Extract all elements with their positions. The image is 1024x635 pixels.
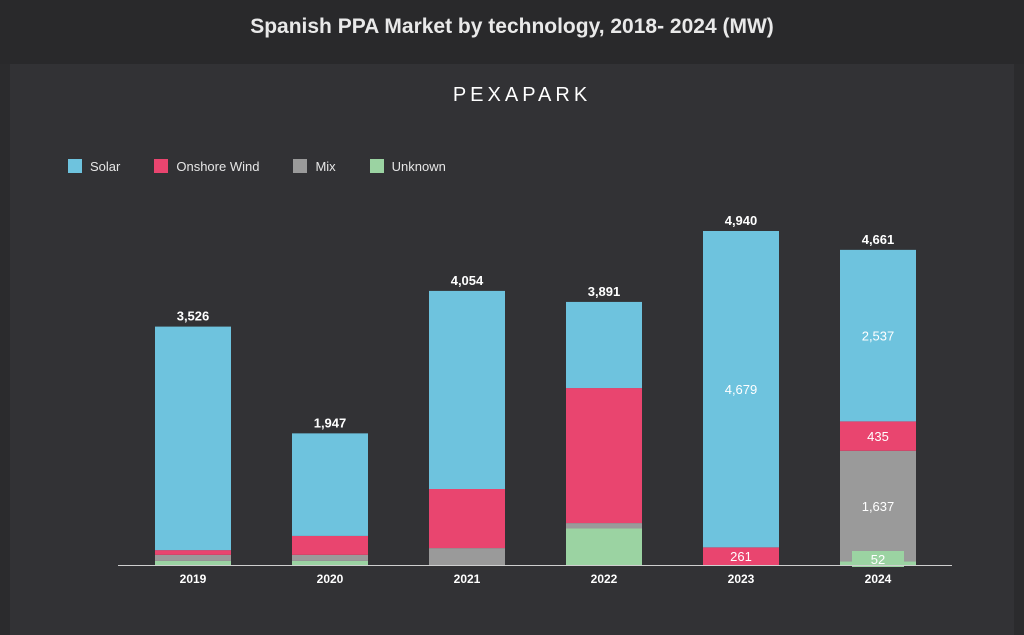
segment-label-mix-2024: 1,637: [862, 499, 895, 514]
legend-label-onshore-wind: Onshore Wind: [176, 158, 260, 174]
segment-label-solar-2024: 2,537: [862, 329, 895, 344]
bar-segment-solar-2021: [429, 290, 505, 490]
x-tick-label-2022: 2022: [591, 572, 618, 586]
bar-segment-mix-2024: [840, 450, 916, 562]
total-label-2023: 4,940: [725, 213, 758, 228]
x-tick-label-2020: 2020: [317, 572, 344, 586]
legend-item-solar: Solar: [68, 159, 120, 174]
legend-item-unknown: Unknown: [369, 158, 446, 174]
bar-segment-onshore-wind-2019: [155, 550, 231, 555]
legend-label-solar: Solar: [90, 158, 121, 174]
bar-segment-mix-2019: [155, 554, 231, 561]
total-label-2022: 3,891: [588, 284, 621, 299]
bar-segment-mix-2020: [292, 554, 368, 561]
x-tick-label-2021: 2021: [454, 572, 481, 586]
bar-segment-onshore-wind-2022: [566, 388, 642, 524]
total-label-2021: 4,054: [451, 273, 484, 288]
brand-logo: PEXAPARK: [452, 84, 592, 106]
header: Spanish PPA Market by technology, 2018- …: [0, 0, 1024, 64]
legend-item-onshore-wind: Onshore Wind: [154, 159, 259, 174]
bar-segment-unknown-2019: [155, 560, 231, 565]
total-label-2020: 1,947: [314, 415, 347, 430]
segment-label-onshore-wind-2024: 435: [867, 429, 889, 444]
bar-segment-mix-2022: [566, 523, 642, 529]
bar-segment-onshore-wind-2021: [429, 489, 505, 549]
bar-segment-onshore-wind-2024: [840, 421, 916, 451]
legend-label-mix: Mix: [315, 158, 336, 174]
bar-segment-solar-2019: [155, 326, 231, 551]
bar-segment-unknown-2020: [292, 560, 368, 565]
legend-swatch-mix: [293, 159, 308, 173]
x-tick-label-2024: 2024: [865, 572, 892, 586]
bar-segment-solar-2020: [292, 433, 368, 536]
x-tick-label-2023: 2023: [728, 572, 755, 586]
legend-swatch-unknown: [369, 159, 384, 173]
bar-segment-solar-2023: [703, 231, 779, 548]
legend-item-mix: Mix: [293, 158, 336, 174]
bar-segment-onshore-wind-2020: [292, 535, 368, 555]
total-label-2024: 4,661: [862, 232, 895, 247]
chart-title: Spanish PPA Market by technology, 2018- …: [250, 15, 774, 38]
legend-swatch-solar: [68, 159, 82, 173]
segment-label-unknown-2024: 52: [871, 552, 885, 567]
segment-label-bg-unknown-2024: [852, 551, 904, 567]
legend-swatch-onshore-wind: [154, 159, 169, 173]
bar-segment-onshore-wind-2023: [703, 547, 779, 565]
x-tick-label-2019: 2019: [180, 572, 207, 586]
bar-segment-unknown-2022: [566, 528, 642, 565]
total-label-2019: 3,526: [177, 309, 210, 324]
bar-segment-solar-2024: [840, 249, 916, 422]
legend: Solar Onshore Wind Mix Unknown: [68, 157, 480, 175]
segment-label-onshore-wind-2023: 261: [730, 549, 752, 564]
bar-segment-solar-2022: [566, 301, 642, 389]
legend-label-unknown: Unknown: [391, 158, 446, 174]
segment-label-solar-2023: 4,679: [725, 382, 758, 397]
bar-segment-mix-2021: [429, 548, 505, 565]
